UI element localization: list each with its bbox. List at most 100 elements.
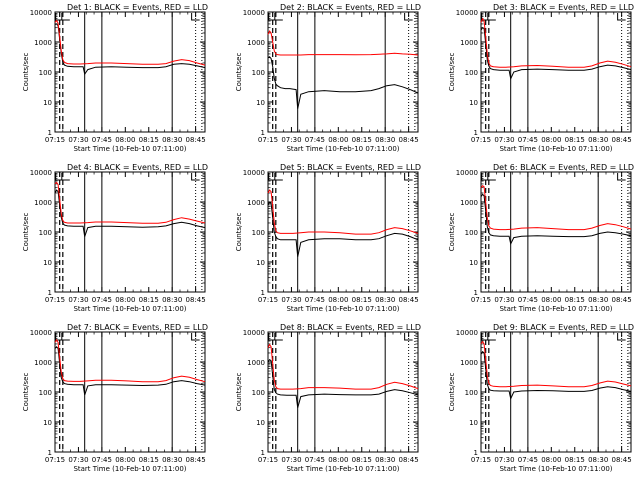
bracket-icon xyxy=(61,333,70,341)
plot-frame xyxy=(267,171,419,293)
chart-panel-6: Det 6: BLACK = Events, RED = LLD 1 10 100 10… xyxy=(448,163,634,313)
x-tick-label: 08:30 xyxy=(375,136,395,144)
x-axis-label: Start Time (10-Feb-10 07:11:00) xyxy=(499,465,612,473)
x-tick-label: 07:45 xyxy=(305,296,325,304)
y-axis-label: Counts/sec xyxy=(235,373,243,412)
x-axis-label: Start Time (10-Feb-10 07:11:00) xyxy=(73,465,186,473)
series-lld-line xyxy=(480,340,632,388)
bracket-icon xyxy=(617,333,626,341)
bracket-icon xyxy=(55,173,64,181)
bracket-icon xyxy=(61,13,70,21)
y-tick-label: 1000 xyxy=(34,199,52,207)
y-tick-label: 100 xyxy=(465,389,478,397)
x-tick-label: 07:15 xyxy=(45,296,65,304)
y-tick-label: 1000 xyxy=(460,199,478,207)
x-tick-label: 07:30 xyxy=(68,296,88,304)
chart-title: Det 4: BLACK = Events, RED = LLD xyxy=(67,163,208,172)
x-tick-label: 08:45 xyxy=(612,456,632,464)
y-tick-label: 100 xyxy=(465,69,478,77)
y-tick-label: 10 xyxy=(256,99,265,107)
y-tick-label: 10000 xyxy=(30,169,52,177)
bracket-icon xyxy=(487,173,496,181)
chart-title: Det 3: BLACK = Events, RED = LLD xyxy=(493,3,634,12)
y-axis-label: Counts/sec xyxy=(22,213,30,252)
bracket-icon xyxy=(191,173,200,181)
bracket-icon xyxy=(404,173,413,181)
x-tick-label: 07:30 xyxy=(494,456,514,464)
y-tick-label: 1000 xyxy=(34,39,52,47)
chart-panel-2: Det 2: BLACK = Events, RED = LLD 1 10 100 10… xyxy=(235,3,421,153)
y-tick-label: 1 xyxy=(474,449,478,457)
y-tick-label: 10 xyxy=(43,419,52,427)
x-tick-label: 07:30 xyxy=(68,456,88,464)
bracket-icon xyxy=(487,13,496,21)
plot-frame xyxy=(54,11,206,133)
y-axis-label: Counts/sec xyxy=(22,53,30,92)
x-tick-label: 08:00 xyxy=(541,136,561,144)
x-tick-label: 08:30 xyxy=(375,456,395,464)
bracket-icon xyxy=(487,333,496,341)
x-axis-label: Start Time (10-Feb-10 07:11:00) xyxy=(73,305,186,313)
bracket-icon xyxy=(268,13,277,21)
chart-panel-7: Det 7: BLACK = Events, RED = LLD 1 10 100 10… xyxy=(22,323,208,473)
y-tick-label: 1 xyxy=(48,449,52,457)
bracket-icon xyxy=(191,333,200,341)
x-tick-label: 08:00 xyxy=(328,296,348,304)
y-tick-label: 10000 xyxy=(243,169,265,177)
y-tick-label: 10 xyxy=(43,99,52,107)
plot-frame xyxy=(267,11,419,133)
y-tick-label: 100 xyxy=(39,229,52,237)
chart-panel-8: Det 8: BLACK = Events, RED = LLD 1 10 100 10… xyxy=(235,323,421,473)
bracket-icon xyxy=(55,13,64,21)
x-tick-label: 08:45 xyxy=(612,296,632,304)
y-tick-label: 10 xyxy=(43,259,52,267)
x-tick-label: 08:15 xyxy=(565,136,585,144)
plot-frame xyxy=(54,171,206,293)
x-tick-label: 07:45 xyxy=(518,296,538,304)
series-lld-line xyxy=(54,181,206,224)
y-axis-label: Counts/sec xyxy=(235,213,243,252)
y-axis-label: Counts/sec xyxy=(22,373,30,412)
x-tick-label: 07:30 xyxy=(494,136,514,144)
series-lld-line xyxy=(54,19,206,66)
chart-title: Det 9: BLACK = Events, RED = LLD xyxy=(493,323,634,332)
series-events-line xyxy=(480,193,632,246)
x-tick-label: 08:45 xyxy=(399,296,419,304)
x-tick-label: 08:45 xyxy=(186,296,206,304)
x-tick-label: 07:45 xyxy=(518,136,538,144)
bracket-icon xyxy=(617,13,626,21)
x-tick-label: 08:00 xyxy=(115,136,135,144)
y-tick-label: 1000 xyxy=(460,39,478,47)
x-tick-label: 07:15 xyxy=(45,136,65,144)
x-tick-label: 07:15 xyxy=(258,456,278,464)
x-tick-label: 07:30 xyxy=(281,456,301,464)
series-events-line xyxy=(54,189,206,237)
plot-frame xyxy=(54,331,206,453)
chart-panel-4: Det 4: BLACK = Events, RED = LLD 1 10 100 10… xyxy=(22,163,208,313)
bracket-icon xyxy=(268,333,277,341)
x-axis-label: Start Time (10-Feb-10 07:11:00) xyxy=(286,145,399,153)
x-tick-label: 08:15 xyxy=(352,296,372,304)
plot-frame xyxy=(480,11,632,133)
y-tick-label: 10 xyxy=(256,419,265,427)
x-tick-label: 08:15 xyxy=(139,296,159,304)
x-tick-label: 08:30 xyxy=(588,456,608,464)
x-tick-label: 08:45 xyxy=(399,456,419,464)
y-tick-label: 1000 xyxy=(460,359,478,367)
chart-title: Det 5: BLACK = Events, RED = LLD xyxy=(280,163,421,172)
y-tick-label: 1000 xyxy=(247,199,265,207)
series-lld-line xyxy=(267,30,419,56)
x-tick-label: 08:45 xyxy=(612,136,632,144)
x-tick-label: 08:30 xyxy=(588,296,608,304)
y-tick-label: 1 xyxy=(261,289,265,297)
bracket-icon xyxy=(481,333,490,341)
x-tick-label: 07:45 xyxy=(92,456,112,464)
y-tick-label: 1 xyxy=(48,129,52,137)
y-axis-label: Counts/sec xyxy=(235,53,243,92)
bracket-icon xyxy=(274,333,283,341)
y-tick-label: 1 xyxy=(48,289,52,297)
x-tick-label: 07:15 xyxy=(258,296,278,304)
x-tick-label: 08:15 xyxy=(565,296,585,304)
x-axis-label: Start Time (10-Feb-10 07:11:00) xyxy=(499,305,612,313)
x-tick-label: 07:15 xyxy=(471,136,491,144)
